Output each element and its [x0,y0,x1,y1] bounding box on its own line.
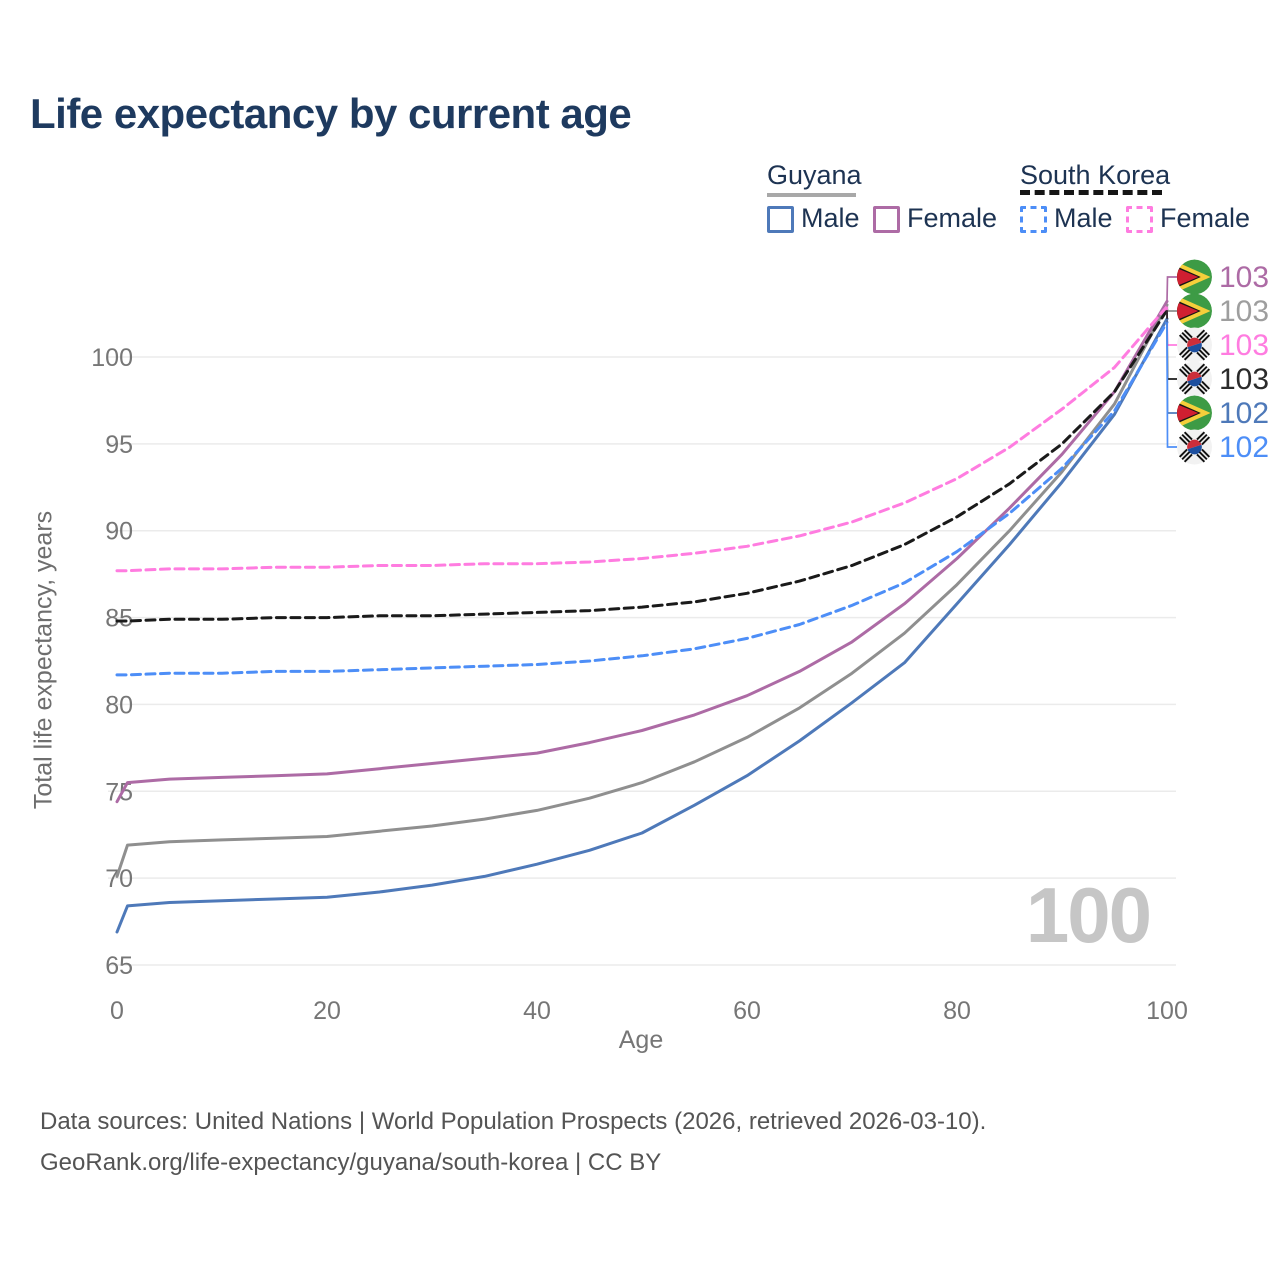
age-watermark: 100 [1025,871,1152,959]
legend-label-guyana-female[interactable]: Female [907,203,998,233]
end-label-leader-guyana-total [1166,304,1177,312]
south-korea-flag-icon [1177,361,1212,397]
x-tick-label: 100 [1146,997,1188,1025]
legend-label-guyana-male[interactable]: Male [801,203,860,233]
end-value-label-south-korea-total: 103 [1219,363,1269,396]
legend-swatch-south-korea-male[interactable] [1020,206,1047,233]
south-korea-total-line-swatch [1020,190,1162,195]
legend-swatch-guyana-male[interactable] [767,206,794,233]
south-korea-flag-icon [1177,327,1212,363]
x-tick-label: 20 [313,997,341,1025]
legend-label-south-korea-male[interactable]: Male [1054,203,1113,233]
end-value-label-guyana-total: 103 [1219,295,1269,328]
y-tick-label: 95 [105,431,133,459]
y-tick-label: 85 [105,605,133,633]
end-label-leader-guyana-male [1166,318,1177,414]
series-line-guyana-male [115,317,1169,934]
guyana-flag-icon [1177,395,1212,431]
south-korea-flag-icon [1177,429,1212,465]
legend-group-guyana[interactable]: Guyana [767,160,862,190]
legend-swatch-guyana-female[interactable] [873,206,900,233]
footer-data-sources: Data sources: United Nations | World Pop… [40,1108,987,1135]
y-tick-label: 65 [105,952,133,980]
series-line-south-korea-female [115,305,1169,573]
end-label-leader-south-korea-female [1166,306,1177,346]
end-value-label-guyana-female: 103 [1219,261,1269,294]
series-line-south-korea-male [115,320,1169,677]
end-label-leader-guyana-female [1166,276,1177,302]
x-tick-label: 40 [523,997,551,1025]
y-tick-label: 100 [91,344,133,372]
series-line-guyana-female [115,299,1169,804]
x-tick-label: 60 [733,997,761,1025]
series-line-south-korea-total [115,308,1169,623]
y-tick-label: 80 [105,691,133,719]
y-tick-label: 90 [105,518,133,546]
series-line-guyana-total [115,303,1169,878]
x-axis-title: Age [618,1026,664,1054]
guyana-flag-icon [1177,259,1212,295]
guyana-total-line-swatch [767,193,856,197]
legend-label-south-korea-female[interactable]: Female [1160,203,1251,233]
x-tick-label: 0 [110,997,124,1025]
legend-group-south-korea[interactable]: South Korea [1020,160,1171,190]
end-value-label-guyana-male: 102 [1219,397,1269,430]
y-axis-title: Total life expectancy, years [29,510,58,810]
page-title: Life expectancy by current age [30,90,632,137]
footer-attribution-link[interactable]: GeoRank.org/life-expectancy/guyana/south… [40,1149,662,1176]
legend-swatch-south-korea-female[interactable] [1126,206,1153,233]
x-tick-label: 80 [943,997,971,1025]
guyana-flag-icon [1177,293,1212,329]
end-value-label-south-korea-male: 102 [1219,431,1269,464]
end-value-label-south-korea-female: 103 [1219,329,1269,362]
end-label-leader-south-korea-male [1166,322,1177,448]
